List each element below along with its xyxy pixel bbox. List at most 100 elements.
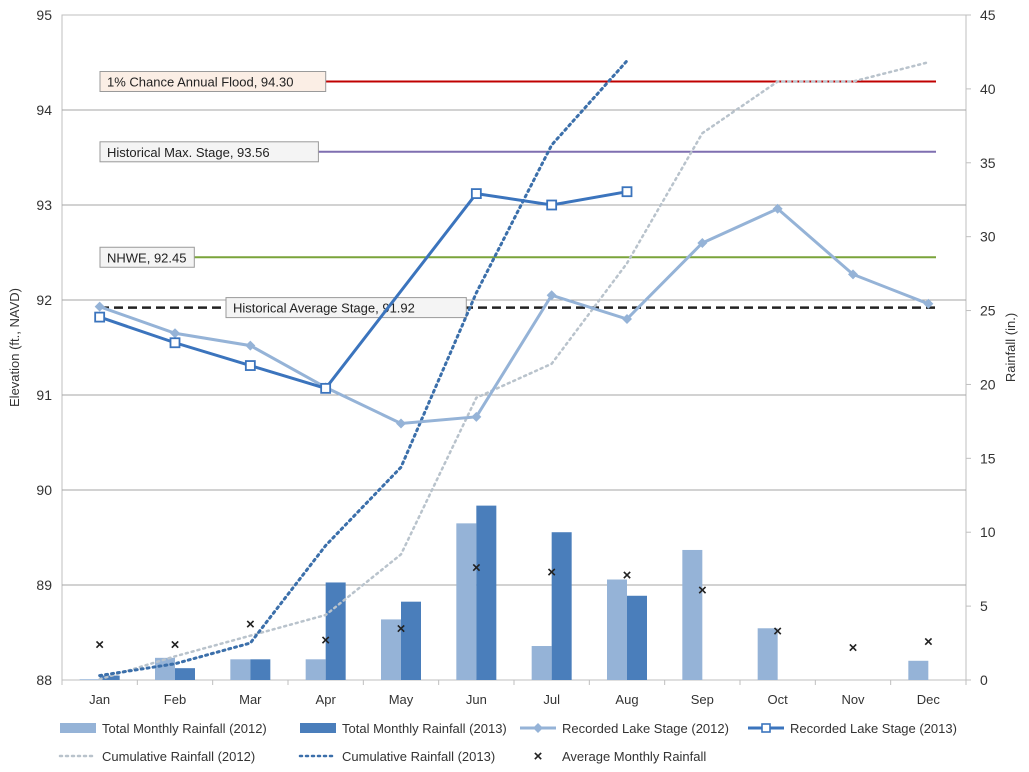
y-tick-label: 89 [36, 577, 52, 593]
bar-rainfall-2012 [757, 628, 778, 680]
marker-average-rainfall: × [321, 632, 330, 649]
reference-label: Historical Average Stage, 91.92 [233, 301, 415, 316]
marker-lake-stage-2012 [923, 298, 934, 309]
line-cumulative-2013 [98, 59, 629, 678]
y2-tick-label: 45 [980, 7, 996, 23]
y-tick-label: 93 [36, 197, 52, 213]
y2-tick-label: 35 [980, 155, 996, 171]
bar-rainfall-2012 [908, 660, 929, 680]
legend-label: Total Monthly Rainfall (2012) [102, 721, 267, 736]
marker-lake-stage-2012 [94, 301, 105, 312]
y-tick-label: 95 [36, 7, 52, 23]
x-tick-label: Mar [239, 692, 262, 707]
x-tick-label: Jan [89, 692, 110, 707]
legend-label: Cumulative Rainfall (2013) [342, 749, 495, 764]
x-tick-label: Oct [768, 692, 789, 707]
marker-lake-stage-2013 [470, 188, 482, 200]
x-tick-label: Dec [917, 692, 941, 707]
y2-axis-title: Rainfall (in.) [1003, 313, 1018, 382]
bar-rainfall-2012 [79, 679, 100, 680]
marker-lake-stage-2013 [320, 382, 332, 394]
reference-label-box [99, 141, 319, 163]
bar-rainfall-2012 [682, 549, 703, 680]
marker-average-rainfall: × [924, 634, 933, 651]
plot-frame [61, 14, 967, 681]
y2-tick-label: 5 [980, 598, 988, 614]
marker-lake-stage-2012 [471, 411, 482, 422]
marker-lake-stage-2012 [848, 269, 858, 280]
marker-average-rainfall: × [171, 637, 180, 654]
marker-average-rainfall: × [623, 567, 632, 584]
legend-swatch-marker [533, 723, 543, 733]
marker-lake-stage-2012 [170, 328, 180, 339]
marker-average-rainfall: × [698, 582, 707, 599]
x-tick-label: Feb [164, 692, 186, 707]
x-tick-label: Apr [316, 692, 337, 707]
marker-lake-stage-2012 [622, 314, 632, 324]
bar-rainfall-2013 [250, 659, 271, 680]
reference-label: 1% Chance Annual Flood, 94.30 [107, 75, 293, 90]
legend-swatch: × [534, 748, 543, 765]
x-tick-label: Sep [691, 692, 714, 707]
x-tick-label: Jun [466, 692, 487, 707]
y2-tick-label: 30 [980, 229, 996, 245]
y2-tick-label: 25 [980, 303, 996, 319]
reference-label-box [99, 246, 195, 268]
legend-label: Recorded Lake Stage (2013) [790, 721, 957, 736]
reference-label-box [99, 71, 327, 92]
y2-tick-label: 10 [980, 524, 996, 540]
marker-lake-stage-2013 [546, 199, 558, 211]
marker-average-rainfall: × [246, 616, 255, 633]
bar-rainfall-2013 [476, 505, 497, 680]
marker-lake-stage-2012 [546, 290, 557, 301]
bar-rainfall-2012 [607, 579, 627, 680]
bar-rainfall-2012 [381, 619, 401, 680]
legend-label: Cumulative Rainfall (2012) [102, 749, 255, 764]
reference-label: Historical Max. Stage, 93.56 [107, 145, 270, 160]
bar-rainfall-2012 [305, 659, 326, 680]
reference-label: NHWE, 92.45 [107, 250, 186, 265]
marker-lake-stage-2012 [396, 418, 406, 429]
x-tick-label: Aug [615, 692, 638, 707]
x-tick-label: Jul [543, 692, 560, 707]
bar-rainfall-2012 [230, 659, 251, 680]
line-lake-stage-2013 [99, 190, 628, 391]
legend-label: Total Monthly Rainfall (2013) [342, 721, 507, 736]
reference-label-box [225, 297, 467, 319]
bar-rainfall-2012 [531, 646, 552, 680]
legend-swatch [60, 723, 96, 733]
legend-label: Average Monthly Rainfall [562, 749, 706, 764]
legend-swatch [300, 723, 336, 733]
y2-tick-label: 15 [980, 450, 996, 466]
marker-average-rainfall: × [397, 620, 406, 637]
legend-label: Recorded Lake Stage (2012) [562, 721, 729, 736]
bar-rainfall-2012 [456, 523, 477, 680]
bar-rainfall-2013 [551, 532, 572, 680]
bar-rainfall-2013 [175, 668, 195, 680]
marker-lake-stage-2012 [245, 340, 256, 351]
marker-lake-stage-2012 [697, 238, 708, 248]
marker-lake-stage-2013 [621, 186, 633, 198]
y-tick-label: 90 [36, 482, 52, 498]
x-tick-label: Nov [841, 692, 865, 707]
marker-lake-stage-2013 [169, 337, 181, 349]
x-tick-label: May [389, 692, 414, 707]
bar-rainfall-2013 [99, 675, 120, 680]
marker-average-rainfall: × [95, 637, 104, 654]
marker-average-rainfall: × [547, 564, 556, 581]
bar-rainfall-2013 [627, 595, 647, 680]
marker-lake-stage-2012 [772, 203, 783, 214]
y-axis-title: Elevation (ft., NAVD) [7, 288, 22, 407]
y-tick-label: 88 [36, 672, 52, 688]
bar-rainfall-2013 [401, 601, 421, 680]
line-lake-stage-2012 [99, 207, 929, 426]
line-cumulative-2012 [98, 61, 930, 681]
bar-rainfall-2013 [325, 582, 346, 680]
marker-lake-stage-2013 [244, 360, 256, 371]
marker-average-rainfall: × [472, 560, 481, 577]
y-tick-label: 92 [36, 292, 52, 308]
y2-tick-label: 0 [980, 672, 988, 688]
y-tick-label: 94 [36, 102, 52, 118]
y2-tick-label: 40 [980, 81, 996, 97]
